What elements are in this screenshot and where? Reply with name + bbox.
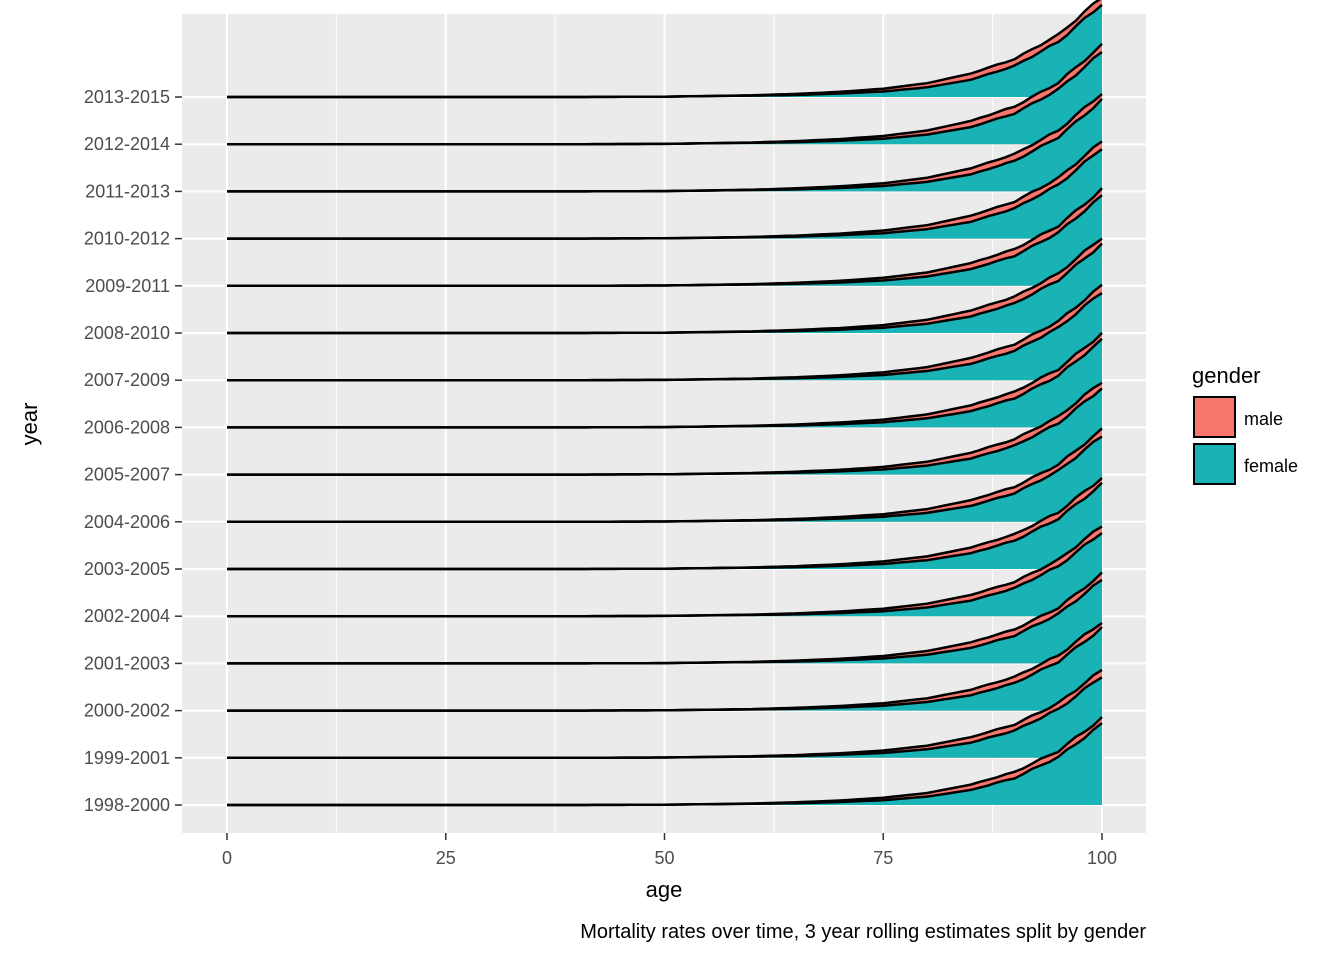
female-outline — [227, 676, 1103, 760]
female-outline — [227, 3, 1103, 99]
y-tick-label: 2007-2009 — [84, 370, 170, 390]
female-outline — [227, 626, 1103, 712]
ridge-2005-2007 — [227, 381, 1103, 476]
legend-label-female: female — [1244, 456, 1298, 476]
female-outline — [227, 531, 1103, 618]
y-tick-label: 2008-2010 — [84, 323, 170, 343]
ridge-2002-2004 — [227, 525, 1103, 618]
ridge-2013-2015 — [227, 0, 1103, 99]
y-tick-label: 2011-2013 — [85, 181, 170, 201]
female-area — [227, 195, 1102, 286]
female-outline — [227, 50, 1103, 146]
ridge-1999-2001 — [227, 668, 1103, 760]
y-tick-label: 2004-2006 — [84, 512, 170, 532]
female-outline — [227, 194, 1103, 288]
female-outline — [227, 337, 1103, 429]
female-area — [227, 338, 1102, 428]
x-tick-label: 0 — [222, 848, 232, 868]
female-outline — [227, 148, 1103, 240]
ridge-2007-2009 — [227, 283, 1103, 382]
ridge-1998-2000 — [227, 716, 1103, 807]
x-tick-label: 50 — [654, 848, 674, 868]
y-axis: 1998-2000 1999-2001 2000-2002 2001-2003 2002… — [84, 87, 182, 815]
y-tick-label: 2010-2012 — [84, 229, 170, 249]
female-area — [227, 482, 1102, 569]
female-area — [227, 149, 1102, 239]
female-area — [227, 533, 1102, 617]
y-tick-label: 2003-2005 — [84, 559, 170, 579]
y-tick-label: 2013-2015 — [84, 87, 170, 107]
ridge-2008-2010 — [227, 237, 1103, 335]
ridge-2009-2011 — [227, 187, 1103, 288]
y-tick-label: 2005-2007 — [84, 465, 170, 485]
female-outline — [227, 97, 1103, 193]
female-outline — [227, 722, 1103, 807]
y-tick-label: 2001-2003 — [84, 653, 170, 673]
y-tick-label: 2012-2014 — [84, 134, 170, 154]
ridges — [227, 0, 1103, 807]
female-area — [227, 677, 1102, 758]
chart-caption: Mortality rates over time, 3 year rollin… — [580, 921, 1146, 943]
ridge-2011-2013 — [227, 92, 1103, 193]
female-area — [227, 52, 1102, 145]
x-axis: 0 25 50 75 100 — [222, 833, 1117, 868]
y-tick-label: 1998-2000 — [84, 795, 170, 815]
ridge-2001-2003 — [227, 571, 1103, 665]
female-area — [227, 4, 1102, 97]
y-tick-label: 2006-2008 — [84, 417, 170, 437]
female-outline — [227, 292, 1103, 382]
legend-label-male: male — [1244, 409, 1283, 429]
x-tick-label: 75 — [873, 848, 893, 868]
y-tick-label: 2009-2011 — [85, 276, 170, 296]
x-tick-label: 25 — [436, 848, 456, 868]
legend-swatch-male — [1193, 396, 1236, 438]
female-outline — [227, 481, 1103, 571]
x-axis-title: age — [646, 877, 683, 902]
y-tick-label: 2002-2004 — [84, 606, 170, 626]
ridge-2003-2005 — [227, 476, 1103, 571]
female-area — [227, 436, 1102, 522]
female-area — [227, 243, 1102, 333]
female-area — [227, 388, 1102, 475]
female-outline — [227, 435, 1103, 524]
female-outline — [227, 242, 1103, 335]
female-area — [227, 98, 1102, 192]
female-area — [227, 627, 1102, 711]
legend-title: gender — [1192, 363, 1261, 388]
legend: gender male female — [1192, 363, 1298, 485]
female-outline — [227, 387, 1103, 476]
y-tick-label: 2000-2002 — [84, 701, 170, 721]
female-area — [227, 293, 1102, 381]
y-tick-label: 1999-2001 — [84, 748, 170, 768]
female-outline — [227, 578, 1103, 665]
female-area — [227, 723, 1102, 805]
ridge-2000-2002 — [227, 621, 1103, 712]
ridge-2010-2012 — [227, 140, 1103, 240]
y-axis-title: year — [17, 403, 42, 446]
ridge-2004-2006 — [227, 427, 1103, 524]
legend-swatch-female — [1193, 443, 1236, 485]
x-tick-label: 100 — [1087, 848, 1117, 868]
ridge-2012-2014 — [227, 42, 1103, 146]
female-area — [227, 579, 1102, 664]
ridge-2006-2008 — [227, 332, 1103, 429]
